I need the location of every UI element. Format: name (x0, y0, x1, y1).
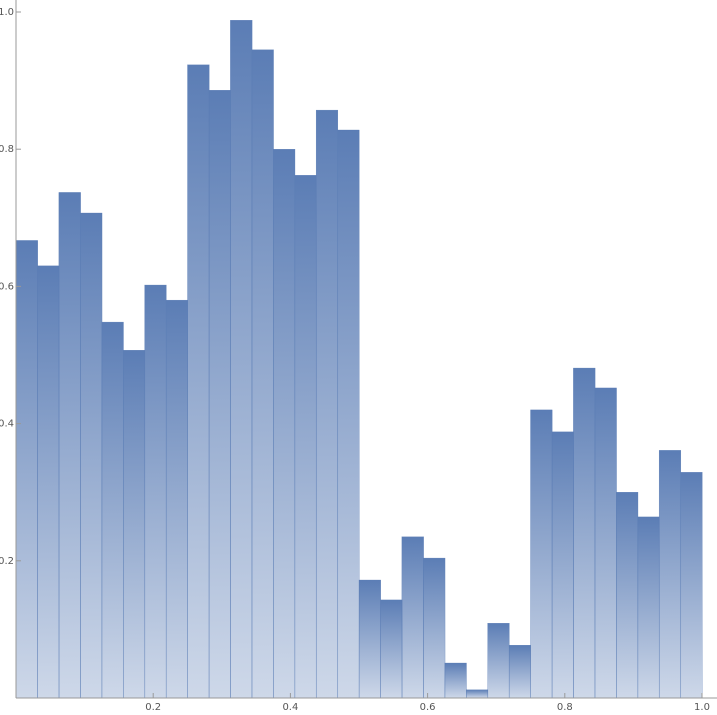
bar (273, 149, 296, 699)
bar (680, 472, 703, 699)
bar (337, 129, 360, 699)
x-tick-label: 0.4 (282, 702, 298, 713)
x-tick-label: 0.8 (557, 702, 573, 713)
bar (616, 492, 639, 699)
y-tick-label: 0.4 (0, 419, 14, 430)
bar (487, 623, 510, 699)
bar (401, 536, 424, 699)
bar (294, 175, 317, 699)
bar (80, 212, 103, 699)
bar (658, 450, 682, 699)
y-tick-label: 0.8 (0, 144, 14, 155)
bar (423, 557, 446, 699)
bar (187, 64, 210, 699)
bar (37, 265, 60, 699)
bar (208, 90, 231, 699)
bar (101, 321, 124, 699)
bar (508, 645, 531, 699)
bar (573, 367, 596, 699)
bar (551, 431, 574, 699)
bar (144, 284, 167, 699)
bar (15, 240, 38, 699)
bar (58, 192, 81, 699)
bar (594, 387, 617, 699)
bar (315, 109, 339, 699)
bar (230, 20, 253, 699)
bar (637, 516, 660, 699)
bar (165, 299, 188, 699)
bar (358, 579, 381, 699)
bar (123, 350, 146, 699)
bar (251, 49, 274, 699)
x-tick-label: 0.6 (420, 702, 436, 713)
y-tick-label: 1.0 (0, 7, 14, 18)
bar (530, 409, 553, 699)
x-tick-label: 1.0 (694, 702, 710, 713)
bar (380, 599, 403, 699)
bar (444, 662, 467, 699)
y-tick-label: 0.6 (0, 281, 14, 292)
y-tick-label: 0.2 (0, 556, 14, 567)
bar (466, 689, 489, 699)
x-tick-label: 0.2 (145, 702, 161, 713)
